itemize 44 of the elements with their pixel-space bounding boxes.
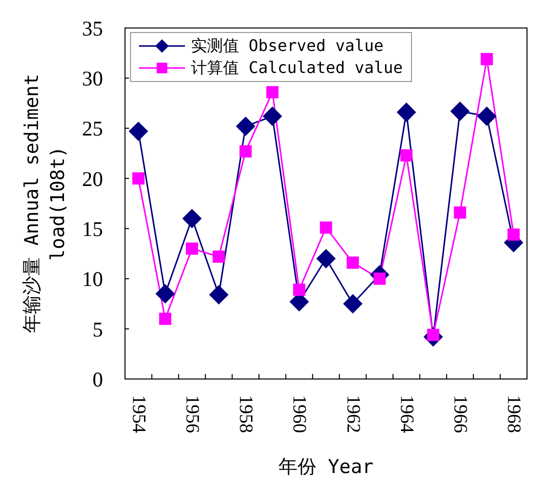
- point: [186, 242, 198, 255]
- point: [209, 285, 228, 304]
- point: [293, 284, 306, 296]
- x-tick-label: 1966: [450, 395, 470, 433]
- x-tick-label: 1960: [288, 395, 310, 433]
- y-tick-label: 10: [82, 267, 103, 292]
- y-axis-title: 年输沙量 Annual sediment load(108t): [21, 74, 69, 334]
- x-tick-label: 1958: [235, 395, 256, 433]
- point: [212, 250, 225, 263]
- point: [159, 312, 172, 325]
- point: [400, 149, 412, 162]
- y-tick-label: 35: [82, 16, 103, 40]
- point: [374, 272, 386, 285]
- legend-label: 计算值 Calculated value: [191, 57, 403, 79]
- point: [320, 221, 332, 234]
- point: [508, 228, 520, 241]
- y-tick-label: 20: [82, 166, 103, 191]
- x-tick-label: 1956: [182, 395, 202, 433]
- point: [240, 145, 252, 158]
- x-tick-label: 1962: [342, 395, 364, 433]
- point: [346, 256, 359, 269]
- point: [480, 52, 493, 66]
- point: [316, 249, 336, 268]
- point: [128, 122, 148, 141]
- y-tick-label: 5: [92, 317, 103, 342]
- legend-label: 实测值 Observed value: [191, 35, 384, 57]
- point: [262, 106, 282, 126]
- point: [132, 172, 144, 185]
- y-tick-label: 25: [82, 116, 103, 141]
- point: [156, 284, 175, 304]
- point: [477, 106, 496, 126]
- point: [343, 294, 362, 314]
- point: [182, 209, 202, 228]
- point: [236, 116, 256, 136]
- y-tick-label: 30: [82, 66, 103, 91]
- x-tick-label: 1968: [503, 395, 524, 433]
- point: [450, 102, 470, 121]
- y-tick-label: 0: [92, 367, 103, 392]
- x-tick-label: 1954: [128, 395, 149, 434]
- x-tick-label: 1964: [396, 395, 417, 434]
- point: [454, 206, 466, 219]
- point: [396, 102, 416, 122]
- y-tick-label: 15: [82, 217, 103, 242]
- point: [266, 86, 278, 98]
